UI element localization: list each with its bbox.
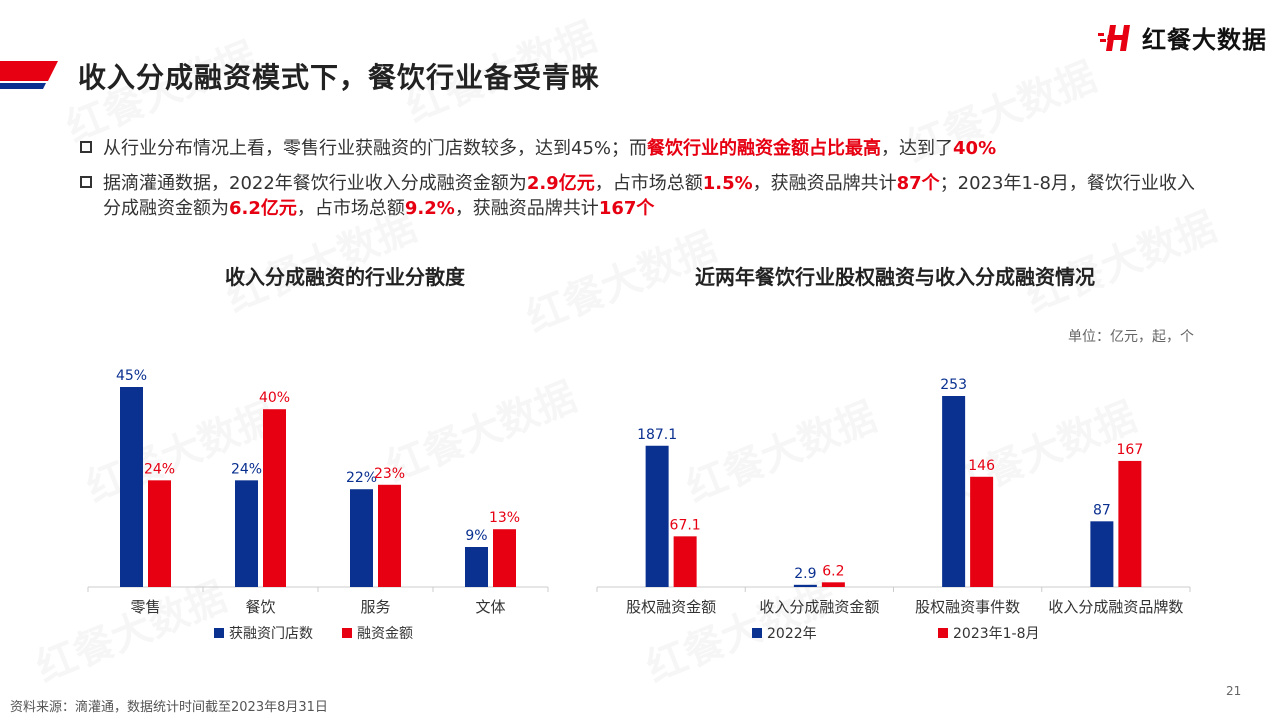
page-title: 收入分成融资模式下，餐饮行业备受青睐	[78, 61, 601, 94]
legend-swatch	[342, 628, 352, 638]
bullet-segment: ，获融资品牌共计	[752, 173, 897, 194]
chart-title-industry-dispersion: 收入分成融资的行业分散度	[225, 265, 465, 289]
bar-blue	[1090, 521, 1114, 587]
bullet-text: 从行业分布情况上看，零售行业获融资的门店数较多，达到45%；而餐饮行业的融资金额…	[103, 136, 1210, 161]
bar-blue	[120, 387, 143, 587]
bar-red	[1118, 460, 1142, 587]
bullet-highlight: 9.2%	[404, 198, 455, 219]
category-label: 零售	[130, 598, 160, 616]
data-label: 167	[1117, 442, 1144, 458]
bullet-highlight: 1.5%	[702, 173, 753, 194]
category-label: 文体	[475, 598, 505, 616]
brand-logo: 红餐大数据	[1098, 20, 1267, 55]
data-label: 22%	[346, 470, 377, 486]
bar-red	[263, 409, 286, 587]
accent-red-shape	[0, 61, 58, 81]
bar-red	[493, 529, 516, 587]
bullet-highlight: 6.2亿元	[229, 198, 297, 219]
category-label: 收入分成融资金额	[759, 598, 879, 616]
bar-red	[821, 582, 845, 587]
checkbox-bullet-icon	[80, 176, 92, 188]
data-label: 67.1	[670, 517, 701, 533]
bullet-segment: ，获融资品牌共计	[454, 198, 599, 219]
bullet-segment: ，达到了	[881, 138, 954, 159]
bullet-highlight: 40%	[953, 138, 997, 159]
bullet-segment: 从行业分布情况上看，零售行业获融资的门店数较多，达到45%；而	[103, 138, 648, 159]
legend-label: 2022年	[767, 626, 817, 642]
bar-blue	[942, 396, 966, 587]
legend-label: 融资金额	[357, 626, 413, 642]
data-label: 2.9	[794, 566, 816, 582]
data-label: 24%	[231, 461, 262, 477]
category-label: 餐饮	[245, 598, 275, 616]
category-label: 股权融资事件数	[915, 598, 1020, 616]
bullet-highlight: 167个	[598, 198, 655, 219]
bar-blue	[235, 480, 258, 587]
bar-blue	[793, 584, 817, 587]
brand-logo-text: 红餐大数据	[1142, 26, 1267, 54]
source-note: 资料来源：滴灌通，数据统计时间截至2023年8月31日	[10, 700, 328, 715]
bullet-segment: ，占市场总额	[296, 198, 405, 219]
data-label: 187.1	[637, 427, 677, 443]
data-label: 13%	[489, 510, 520, 526]
legend-swatch	[752, 628, 762, 638]
bullet-text: 据滴灌通数据，2022年餐饮行业收入分成融资金额为2.9亿元，占市场总额1.5%…	[103, 171, 1210, 221]
legend-swatch	[938, 628, 948, 638]
chart-title-financing-comparison: 近两年餐饮行业股权融资与收入分成融资情况	[695, 265, 1095, 289]
bullet-item-1: 从行业分布情况上看，零售行业获融资的门店数较多，达到45%；而餐饮行业的融资金额…	[80, 136, 1210, 161]
bullet-highlight: 2.9亿元	[526, 173, 595, 194]
title-accent-bar	[0, 61, 58, 89]
legend-swatch	[214, 628, 224, 638]
accent-blue-shape	[0, 83, 46, 89]
bullet-highlight: 餐饮行业的融资金额占比最高	[647, 138, 882, 159]
legend-label: 2023年1-8月	[953, 626, 1040, 642]
data-label: 9%	[465, 528, 487, 544]
bar-red	[148, 480, 171, 587]
brand-logo-icon	[1098, 24, 1130, 51]
data-label: 23%	[374, 466, 405, 482]
bullet-list: 从行业分布情况上看，零售行业获融资的门店数较多，达到45%；而餐饮行业的融资金额…	[80, 136, 1210, 231]
data-label: 24%	[144, 461, 175, 477]
chart-unit-label: 单位：亿元，起，个	[1068, 329, 1194, 345]
legend-label: 获融资门店数	[229, 626, 313, 642]
bar-red	[673, 536, 697, 587]
data-label: 6.2	[822, 563, 844, 579]
category-label: 收入分成融资品牌数	[1048, 598, 1183, 616]
category-label: 股权融资金额	[626, 598, 716, 616]
data-label: 146	[968, 458, 995, 474]
data-label: 40%	[259, 390, 290, 406]
data-label: 87	[1093, 502, 1111, 518]
bar-red	[378, 484, 401, 587]
bar-red	[970, 476, 994, 587]
bar-blue	[465, 547, 488, 587]
bullet-item-2: 据滴灌通数据，2022年餐饮行业收入分成融资金额为2.9亿元，占市场总额1.5%…	[80, 171, 1210, 221]
page-number: 21	[1226, 684, 1242, 698]
bar-blue	[645, 445, 669, 587]
bullet-segment: ，占市场总额	[594, 173, 703, 194]
data-label: 253	[940, 377, 967, 393]
bullet-highlight: 87个	[896, 173, 940, 194]
bullet-segment: 据滴灌通数据，2022年餐饮行业收入分成融资金额为	[103, 173, 527, 194]
category-label: 服务	[360, 598, 390, 616]
checkbox-bullet-icon	[80, 141, 92, 153]
bullet-segment: ；2023年1-8月，餐饮行业收入分成融资金额为	[103, 173, 1195, 219]
data-label: 45%	[116, 368, 147, 384]
bar-blue	[350, 489, 373, 587]
